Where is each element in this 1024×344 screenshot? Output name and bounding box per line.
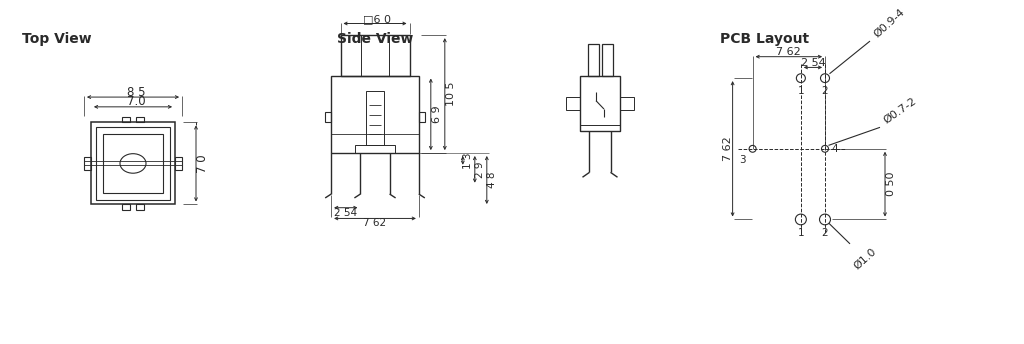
Bar: [84, 157, 91, 170]
Text: 2 54: 2 54: [334, 207, 357, 218]
Text: 10 5: 10 5: [445, 82, 456, 106]
Text: 2: 2: [821, 86, 828, 96]
Text: Ø1.0: Ø1.0: [852, 246, 879, 271]
Text: PCB Layout: PCB Layout: [720, 32, 809, 46]
Bar: [103, 134, 163, 193]
Bar: [588, 44, 598, 76]
Text: 0 50: 0 50: [886, 172, 896, 196]
Text: Top View: Top View: [22, 32, 91, 46]
Bar: [366, 91, 384, 145]
Text: 8 5: 8 5: [127, 86, 145, 99]
Text: 2 9: 2 9: [475, 161, 484, 178]
Text: □6 0: □6 0: [362, 14, 391, 24]
Bar: [331, 76, 419, 153]
Text: 1: 1: [798, 86, 804, 96]
Bar: [136, 204, 144, 210]
Bar: [419, 112, 425, 122]
Text: Ø0.9-4: Ø0.9-4: [872, 7, 906, 39]
Bar: [136, 117, 144, 122]
Text: Ø0.7-2: Ø0.7-2: [882, 96, 919, 125]
Bar: [580, 76, 621, 131]
Text: 7 62: 7 62: [364, 218, 387, 228]
Bar: [122, 117, 130, 122]
Text: 1 3: 1 3: [463, 152, 473, 169]
Bar: [122, 204, 130, 210]
Text: 7.0: 7.0: [127, 96, 145, 108]
Text: 6 9: 6 9: [432, 106, 441, 123]
Text: 4 8: 4 8: [486, 172, 497, 188]
Bar: [355, 145, 395, 153]
Text: 7 62: 7 62: [723, 137, 732, 161]
Bar: [580, 125, 621, 131]
Text: 7 0: 7 0: [196, 154, 209, 173]
Bar: [175, 157, 182, 170]
Text: 1: 1: [798, 228, 804, 238]
Bar: [96, 127, 170, 200]
Text: 3: 3: [739, 155, 746, 165]
Bar: [341, 35, 410, 76]
Bar: [601, 44, 612, 76]
Bar: [566, 97, 580, 110]
Text: Side View: Side View: [337, 32, 414, 46]
Text: 2 54: 2 54: [801, 57, 825, 67]
Bar: [621, 97, 634, 110]
Text: 4: 4: [831, 144, 838, 154]
Bar: [361, 35, 389, 76]
Bar: [326, 112, 331, 122]
Text: 2: 2: [821, 228, 828, 238]
Bar: [91, 122, 175, 204]
Text: 7 62: 7 62: [776, 47, 801, 57]
